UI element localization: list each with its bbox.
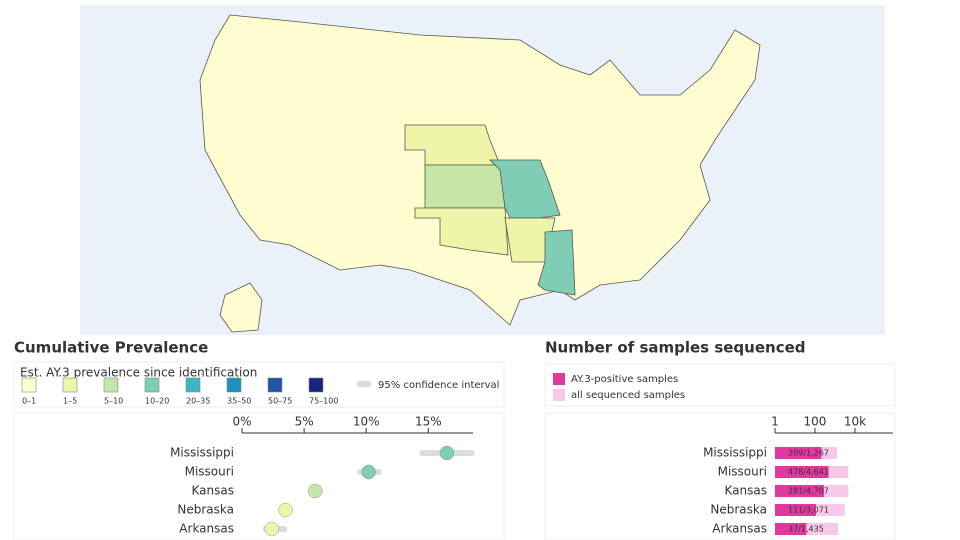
kansas	[424, 164, 506, 209]
x-tick-label: 1	[771, 415, 779, 429]
legend-title: Est. AY.3 prevalence since identificatio…	[20, 366, 257, 380]
category-label: Mississippi	[703, 446, 767, 460]
legend-swatch	[553, 373, 565, 385]
x-tick-label: 0%	[232, 415, 251, 429]
legend-swatch	[553, 389, 565, 401]
category-label: Kansas	[725, 484, 767, 498]
value-label: 37/1,435	[788, 525, 824, 534]
ci-swatch	[357, 381, 371, 387]
legend-swatch	[103, 377, 119, 393]
dot	[361, 464, 376, 480]
bar	[775, 466, 829, 478]
x-tick-label: 10k	[844, 415, 866, 429]
bar	[775, 447, 822, 459]
category-label: Kansas	[192, 484, 234, 498]
legend-swatch	[267, 377, 283, 393]
legend-label: 50–75	[268, 397, 292, 406]
legend-label: 35–50	[227, 397, 251, 406]
dot	[439, 445, 455, 461]
legend-box	[13, 361, 505, 408]
map	[199, 14, 761, 333]
value-label: 478/4,641	[788, 468, 829, 477]
chart-title: Cumulative Prevalence	[14, 339, 208, 357]
value-label: 111/3,071	[788, 506, 829, 515]
dot	[278, 502, 293, 518]
category-label: Missouri	[185, 465, 234, 479]
category-label: Missouri	[718, 465, 767, 479]
legend-swatch	[21, 377, 37, 393]
alaska	[219, 282, 263, 333]
legend-swatch	[62, 377, 78, 393]
legend-label: 5–10	[104, 397, 123, 406]
chart-title: Number of samples sequenced	[545, 339, 806, 357]
legend-swatch	[185, 377, 201, 393]
legend-label: 20–35	[186, 397, 210, 406]
value-label: 281/4,707	[788, 487, 829, 496]
legend-label: 10–20	[145, 397, 169, 406]
bar	[775, 485, 824, 497]
category-label: Nebraska	[177, 503, 234, 517]
legend-swatch	[308, 377, 324, 393]
x-tick-label: 100	[804, 415, 827, 429]
chart-panel	[13, 412, 505, 540]
legend-swatch	[226, 377, 242, 393]
bar	[775, 523, 807, 535]
oklahoma	[414, 207, 509, 256]
legend-label: 95% confidence interval	[378, 380, 499, 391]
legend-label: 0–1	[22, 397, 36, 406]
category-label: Nebraska	[710, 503, 767, 517]
legend-label: AY.3-positive samples	[571, 374, 678, 385]
category-label: Mississippi	[170, 446, 234, 460]
bar	[775, 504, 816, 516]
dot	[264, 521, 280, 537]
legend-swatch	[144, 377, 160, 393]
legend-label: 75–100	[309, 397, 338, 406]
dot	[308, 483, 323, 499]
legend-label: 1–5	[63, 397, 77, 406]
mississippi	[537, 229, 576, 296]
x-tick-label: 5%	[295, 415, 314, 429]
legend-box	[544, 363, 896, 407]
category-label: Arkansas	[712, 522, 767, 536]
value-label: 209/1,267	[788, 449, 829, 458]
category-label: Arkansas	[179, 522, 234, 536]
x-tick-label: 15%	[415, 415, 442, 429]
x-tick-label: 10%	[353, 415, 380, 429]
legend-label: all sequenced samples	[571, 390, 685, 401]
